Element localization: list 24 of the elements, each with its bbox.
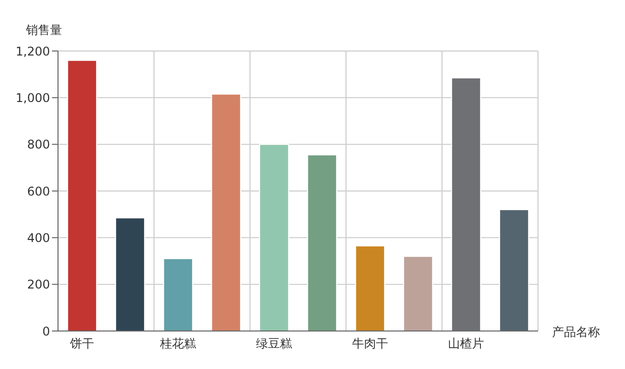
bar bbox=[355, 245, 386, 331]
y-tick-label: 400 bbox=[27, 230, 50, 245]
bar bbox=[403, 256, 434, 331]
x-tick-label: 牛肉干 bbox=[352, 336, 388, 351]
y-tick-label: 800 bbox=[27, 138, 50, 152]
bar bbox=[115, 217, 146, 331]
y-tick-label: 1,000 bbox=[16, 90, 50, 105]
x-tick-label: 绿豆糕 bbox=[256, 336, 292, 351]
bar bbox=[259, 144, 290, 331]
bar bbox=[163, 258, 194, 331]
x-tick-label: 饼干 bbox=[69, 336, 94, 351]
bar bbox=[451, 77, 482, 331]
x-tick-label: 桂花糕 bbox=[159, 336, 196, 351]
x-axis-title: 产品名称 bbox=[552, 324, 600, 341]
y-tick-label: 1,200 bbox=[16, 44, 50, 58]
x-tick-label: 山楂片 bbox=[448, 336, 484, 351]
y-tick-label: 200 bbox=[27, 278, 50, 292]
bar bbox=[211, 94, 242, 331]
y-tick-label: 0 bbox=[42, 324, 50, 338]
bar bbox=[67, 60, 98, 331]
y-axis-title: 销售量 bbox=[26, 22, 62, 39]
bar bbox=[307, 154, 338, 331]
y-tick-label: 600 bbox=[27, 184, 50, 198]
bar bbox=[499, 209, 530, 331]
